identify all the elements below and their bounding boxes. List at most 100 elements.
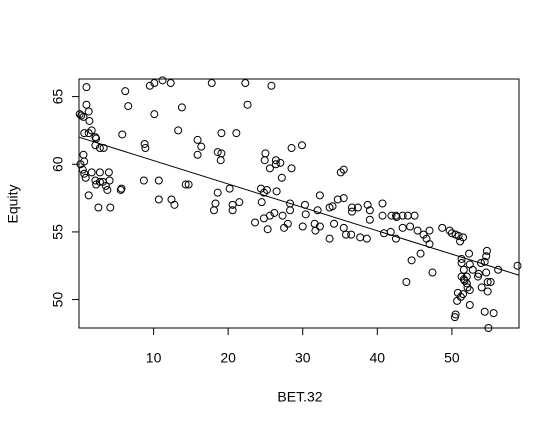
point (140, 139, 149, 148)
point (280, 223, 289, 232)
point (158, 76, 167, 85)
point (265, 164, 274, 173)
point (124, 102, 133, 111)
point (85, 116, 94, 125)
point (489, 309, 498, 318)
point (228, 206, 237, 215)
point (95, 168, 104, 177)
x-tick-label: 10 (146, 350, 162, 366)
point (468, 265, 477, 274)
point (87, 168, 96, 177)
point (428, 268, 437, 277)
point (84, 129, 93, 138)
point (217, 149, 226, 158)
point (462, 272, 471, 281)
point (174, 126, 183, 135)
point (79, 112, 88, 121)
x-tick-label: 50 (444, 350, 460, 366)
point (328, 202, 337, 211)
point (193, 150, 202, 159)
point (365, 215, 374, 224)
point (84, 191, 93, 200)
point (80, 129, 89, 138)
point (150, 79, 159, 88)
point (378, 199, 387, 208)
point (80, 169, 89, 178)
point (465, 300, 474, 309)
point (166, 79, 175, 88)
point (260, 156, 269, 165)
y-tick-label: 65 (50, 89, 66, 105)
point (271, 156, 280, 165)
point (333, 195, 342, 204)
point (197, 142, 206, 151)
point (365, 206, 374, 215)
y-tick-label: 55 (50, 224, 66, 240)
point (339, 223, 348, 232)
point (103, 185, 112, 194)
point (347, 207, 356, 216)
point (217, 129, 226, 138)
point (267, 81, 276, 90)
point (213, 188, 222, 197)
point (259, 214, 268, 223)
point (445, 226, 454, 235)
point (459, 233, 468, 242)
point (486, 277, 495, 286)
point (297, 141, 306, 150)
x-tick-label: 40 (370, 350, 386, 366)
point (79, 150, 88, 159)
point (213, 148, 222, 157)
point (330, 219, 339, 228)
point (286, 206, 295, 215)
y-axis-title: Equity (5, 185, 21, 224)
point (105, 176, 114, 185)
point (339, 194, 348, 203)
point (463, 283, 472, 292)
point (154, 195, 163, 204)
point (482, 252, 491, 261)
point (480, 257, 489, 266)
point (94, 203, 103, 212)
point (457, 254, 466, 263)
point (278, 211, 287, 220)
point (193, 135, 202, 144)
point (84, 107, 93, 116)
point (313, 206, 322, 215)
point (363, 200, 372, 209)
point (277, 173, 286, 182)
point (95, 144, 104, 153)
point (301, 210, 310, 219)
point (391, 234, 400, 243)
point (82, 100, 91, 109)
point (287, 144, 296, 153)
point (474, 269, 483, 278)
point (416, 249, 425, 258)
point (170, 200, 179, 209)
point (139, 176, 148, 185)
point (477, 283, 486, 292)
point (315, 191, 324, 200)
point (465, 286, 474, 295)
point (91, 176, 100, 185)
point (145, 81, 154, 90)
point (116, 185, 125, 194)
point (101, 181, 110, 190)
point (480, 307, 489, 316)
point (362, 234, 371, 243)
point (425, 226, 434, 235)
point (118, 130, 127, 139)
point (513, 261, 522, 270)
point (398, 223, 407, 232)
point (483, 277, 492, 286)
point (91, 141, 100, 150)
point (154, 176, 163, 185)
point (336, 168, 345, 177)
point (216, 156, 225, 165)
point (104, 168, 113, 177)
point (407, 256, 416, 265)
point (243, 100, 252, 109)
point (78, 165, 87, 174)
y-tick-label: 50 (50, 292, 66, 308)
